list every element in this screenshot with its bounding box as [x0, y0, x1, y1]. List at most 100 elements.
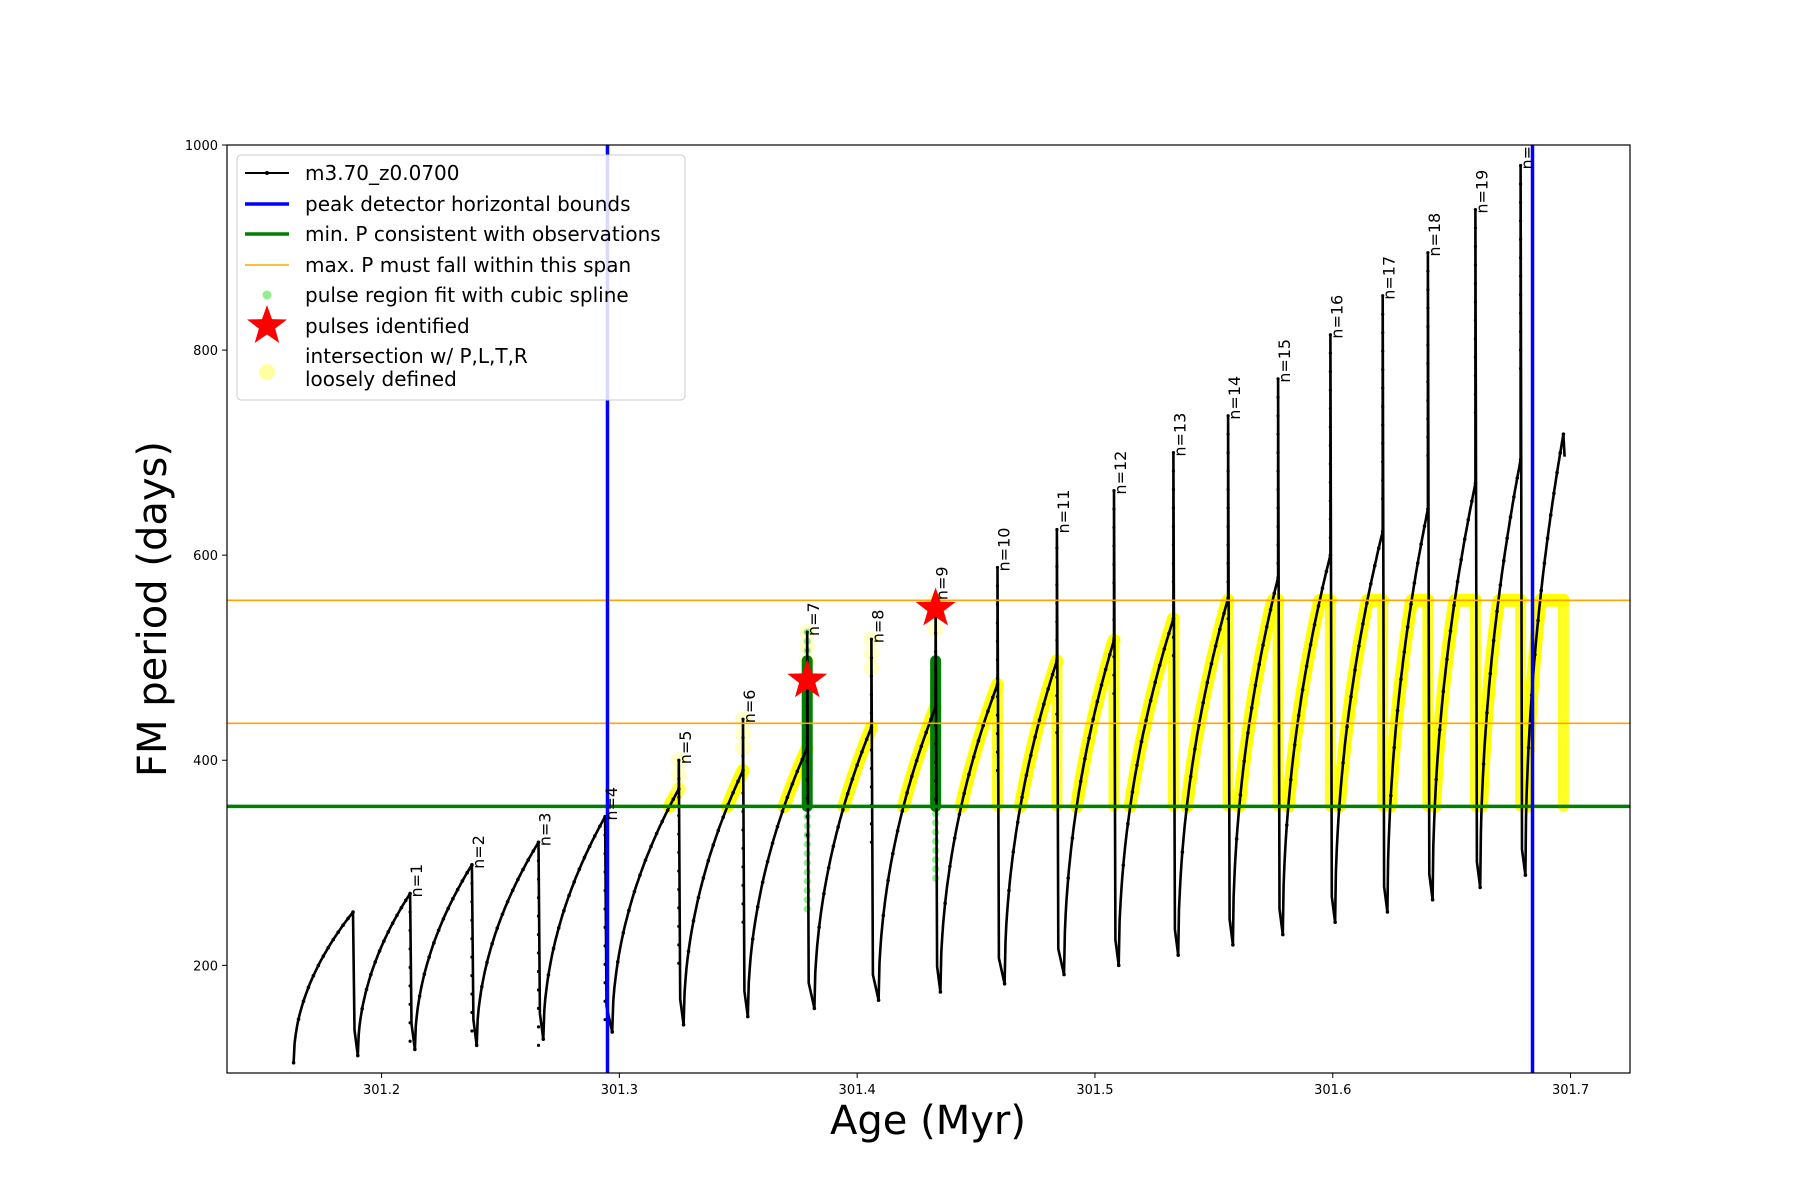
model-curve-marker: [805, 746, 810, 750]
model-curve-marker: [891, 851, 895, 856]
spike-marker: [741, 828, 745, 832]
model-curve-marker: [582, 855, 587, 860]
pulse-label: n=12: [1111, 451, 1130, 495]
model-curve-marker: [841, 807, 845, 812]
spike-marker: [408, 984, 412, 988]
y-axis-title: FM period (days): [130, 441, 176, 777]
spike-marker: [741, 791, 745, 795]
spike-marker: [1112, 507, 1116, 511]
model-curve-marker: [981, 723, 985, 728]
model-curve-marker: [1028, 753, 1033, 758]
spike-marker: [934, 797, 938, 801]
model-curve-marker: [551, 946, 556, 951]
spike-marker: [536, 1006, 541, 1010]
spike-marker: [1328, 480, 1332, 484]
model-curve-marker: [480, 984, 484, 989]
spike-marker: [869, 785, 874, 789]
spike-marker: [869, 840, 874, 844]
spike-marker: [408, 1039, 412, 1043]
spike-marker: [1276, 377, 1280, 381]
model-curve-marker: [1337, 807, 1341, 812]
legend-label: pulse region fit with cubic spline: [305, 283, 629, 307]
spike-marker: [995, 713, 1000, 717]
axis-ticks: 301.2 301.3 301.4 301.5 301.6 301.7 200 400 600 8…: [185, 139, 1589, 1098]
spike-marker: [1381, 349, 1385, 353]
spike-marker: [934, 686, 938, 691]
spike-marker: [1426, 287, 1430, 292]
spike-marker: [1112, 488, 1116, 493]
spike-marker: [1055, 638, 1059, 642]
spike-marker: [470, 992, 474, 996]
model-curve-marker: [1078, 779, 1083, 784]
spike-marker: [934, 742, 938, 746]
model-curve-marker: [485, 960, 489, 965]
model-curve-marker: [1478, 885, 1482, 890]
spike-marker: [677, 943, 681, 947]
model-curve-marker: [346, 916, 350, 921]
pulse-label: n=2: [469, 835, 488, 869]
spike-marker: [536, 1025, 541, 1029]
pulse-label: n=16: [1327, 295, 1346, 339]
model-curve-marker: [1218, 627, 1222, 632]
spike-marker: [536, 932, 541, 937]
model-curve-marker: [995, 682, 1000, 687]
spike-marker: [1171, 617, 1176, 621]
spike-marker: [536, 859, 541, 863]
model-curve-marker: [691, 919, 696, 923]
model-curve-marker: [441, 917, 446, 921]
spike-marker: [1171, 543, 1176, 547]
model-curve-marker: [1033, 735, 1037, 739]
model-curve-marker: [1050, 672, 1055, 677]
model-curve-marker: [696, 895, 701, 900]
model-curve-marker: [938, 990, 943, 994]
model-curve-marker: [1083, 756, 1087, 761]
spike-marker: [1171, 487, 1176, 492]
model-curve-marker: [1007, 888, 1011, 893]
spike-marker: [536, 896, 541, 900]
model-curve-marker: [1002, 981, 1007, 986]
spike-marker: [1473, 244, 1478, 249]
spike-marker: [869, 674, 874, 678]
spike-marker: [995, 584, 1000, 588]
model-curve-marker: [1561, 432, 1566, 436]
model-curve-marker: [785, 795, 790, 800]
pulse-label: n=9: [933, 566, 952, 600]
spike-marker: [1171, 469, 1176, 473]
spike-marker: [470, 918, 474, 922]
spike-marker: [805, 741, 809, 745]
legend-symbol-marker: [265, 171, 269, 175]
spike-marker: [1112, 618, 1116, 622]
model-curve-marker: [795, 769, 800, 774]
model-curve-marker: [1361, 622, 1365, 626]
model-curve-marker: [1011, 850, 1016, 854]
spike-marker: [995, 639, 1000, 643]
model-curve-marker: [1324, 569, 1329, 574]
model-curve-marker: [1135, 763, 1139, 768]
spike-marker: [1426, 454, 1430, 458]
spike-marker: [1055, 657, 1059, 661]
model-curve-marker: [817, 925, 821, 930]
model-curve-marker: [1070, 836, 1075, 840]
spike-marker: [995, 676, 1000, 680]
model-curve-marker: [615, 960, 620, 964]
model-curve-marker: [521, 867, 525, 872]
model-curve-marker: [976, 739, 981, 743]
model-curve-marker: [660, 819, 664, 824]
spike-marker: [1055, 730, 1059, 735]
spike-marker: [934, 779, 938, 783]
model-curve-marker: [474, 1043, 479, 1048]
model-curve-marker: [876, 998, 881, 1002]
spike-marker: [1519, 182, 1523, 186]
model-curve-marker: [1213, 644, 1218, 648]
spike-marker: [1171, 654, 1176, 658]
spike-marker: [1328, 351, 1332, 355]
model-curve-marker: [869, 725, 874, 730]
spike-marker: [741, 736, 745, 740]
model-curve-marker: [850, 777, 855, 781]
model-curve-marker: [1426, 507, 1430, 511]
spike-marker: [741, 809, 745, 814]
model-curve-segment: [1062, 489, 1120, 975]
model-curve-marker: [1242, 759, 1246, 764]
model-curve-marker: [1441, 689, 1446, 694]
